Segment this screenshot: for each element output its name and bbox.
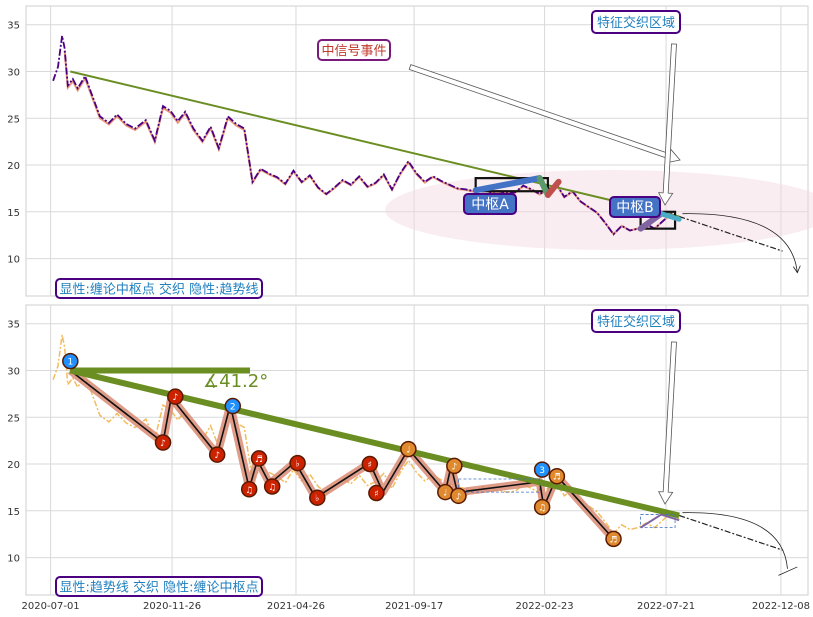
x-tick-label: 2021-04-26 [267, 601, 325, 612]
bottom-marker-label: ♯ [374, 490, 378, 500]
bottom-marker-label: ♬ [553, 473, 561, 483]
bottom-caption-label-text: 显性:趋势线 交织 隐性:缠论中枢点 [59, 580, 258, 596]
pivot-a-stroke-blue [472, 175, 543, 194]
bottom-marker-label: ♯ [368, 461, 372, 471]
bottom-marker [368, 484, 385, 502]
x-tick-label: 2022-07-21 [637, 601, 695, 612]
top-y-tick-label: 25 [7, 114, 20, 125]
bottom-marker-label: ♪ [214, 451, 220, 461]
bottom-marker [548, 467, 566, 485]
top-signal-event-label-box [317, 39, 391, 61]
bottom-marker-label: ♫ [538, 504, 546, 514]
bottom-projection-bar [778, 566, 798, 576]
x-tick-label: 2021-09-17 [385, 601, 443, 612]
bottom-marker-label: ♪ [172, 393, 178, 403]
top-y-ticks: 10 15 20 25 30 35 [7, 21, 20, 266]
x-ticks: 2020-07-01 2020-11-26 2021-04-26 2021-09-17… [22, 601, 810, 612]
bottom-pivot-box-b [640, 514, 676, 529]
bottom-marker [62, 352, 79, 370]
bottom-pivot-box-a [458, 478, 541, 493]
bottom-marker-label: ♫ [268, 483, 276, 493]
bottom-marker [263, 478, 281, 495]
bottom-marker-label: ♪ [451, 462, 457, 472]
top-signal-event-label-text: 中信号事件 [321, 44, 386, 59]
bottom-marker-label: ♩ [443, 489, 447, 499]
bottom-y-tick-label: 10 [7, 554, 20, 565]
bottom-marker [224, 397, 242, 415]
bottom-marker [167, 388, 184, 405]
bottom-marker [154, 434, 172, 451]
top-series [52, 35, 801, 274]
top-y-tick-label: 30 [7, 67, 20, 78]
top-y-tick-label: 10 [7, 255, 20, 266]
top-pivot-a-label-text: 中枢A [471, 197, 509, 213]
bottom-feature-zone-arrow [658, 341, 677, 505]
bottom-marker-label: 1 [67, 358, 73, 368]
bottom-angle-label: ∡41.2° [203, 371, 268, 392]
bottom-marker [446, 457, 463, 475]
x-tick-label: 2022-12-08 [752, 601, 810, 612]
bottom-marker [533, 461, 551, 478]
bottom-marker-label: ♩ [406, 446, 410, 456]
bottom-y-tick-label: 25 [7, 413, 20, 424]
bottom-marker [450, 487, 467, 505]
top-y-tick-label: 35 [7, 21, 20, 32]
top-feature-zone-label-text: 特征交织区域 [597, 15, 675, 31]
top-plot-frame [25, 5, 809, 297]
bottom-projection-arc [682, 512, 788, 569]
bottom-marker-label: ♭ [315, 494, 319, 504]
bottom-feature-zone-label-box [591, 309, 681, 333]
bottom-y-tick-label: 30 [7, 366, 20, 377]
bottom-panel: 10 15 20 25 30 35 1 2 3 ♪ ♪ ♪ ♫ ♬ ♫ ♭ ♭ ♯ ♯ ♩ ♩ ♪ ♪ ♫ ♬ ♬ ∡41.2°… [7, 304, 809, 597]
bottom-marker [208, 446, 226, 463]
bottom-series: 1 2 3 ♪ ♪ ♪ ♫ ♬ ♫ ♭ ♭ ♯ ♯ ♩ ♩ ♪ ♪ ♫ ♬ ♬ [52, 334, 798, 576]
top-y-tick-label: 20 [7, 161, 20, 172]
bottom-marker [309, 489, 326, 506]
bottom-marker [240, 481, 258, 498]
x-tick-label: 2022-02-23 [516, 601, 574, 612]
top-pivot-b-label-text: 中枢B [616, 200, 654, 216]
bottom-pivot-b-stroke [640, 513, 680, 529]
bottom-marker-label: ♪ [160, 439, 166, 449]
bottom-marker [400, 440, 417, 458]
bottom-marker [605, 530, 622, 548]
top-feature-zone-label-box [591, 10, 681, 34]
top-projection-arrowhead [793, 265, 801, 274]
pivot-box-a [474, 177, 549, 193]
top-caption-label-text: 显性:缠论中枢点 交织 隐性:趋势线 [59, 282, 258, 298]
top-pivot-b-label-box [609, 196, 661, 218]
bottom-marker-label: ♬ [255, 455, 263, 465]
bottom-caption-label-box [55, 576, 263, 597]
x-tick-label: 2020-07-01 [22, 601, 80, 612]
bottom-y-tick-label: 15 [7, 507, 20, 518]
bottom-y-ticks: 10 15 20 25 30 35 [7, 320, 20, 565]
bottom-marker [250, 450, 268, 467]
bottom-marker-label: 3 [539, 466, 545, 476]
bottom-marker-label: ♫ [245, 486, 253, 496]
bottom-marker-label: ♭ [295, 460, 299, 470]
top-caption-label-box [55, 278, 263, 299]
bottom-marker [289, 454, 306, 472]
bottom-marker-label: ♪ [456, 492, 462, 502]
bottom-marker [361, 455, 379, 473]
top-y-tick-label: 15 [7, 208, 20, 219]
bottom-marker [533, 498, 551, 516]
x-tick-label: 2020-11-26 [143, 601, 201, 612]
top-pivot-a-label-box [463, 193, 517, 215]
bottom-y-tick-label: 20 [7, 460, 20, 471]
bottom-feature-zone-label-text: 特征交织区域 [597, 314, 675, 330]
pivot-b-stroke-cyan [658, 211, 682, 222]
top-feature-zone-arrow [658, 43, 677, 206]
bottom-y-tick-label: 35 [7, 320, 20, 331]
pivot-a-stroke-red [544, 178, 562, 198]
bottom-marker-label: 2 [230, 403, 236, 413]
top-projection-arc [682, 213, 798, 273]
top-trend-line [70, 70, 680, 218]
bottom-marker-label: ♬ [609, 535, 617, 545]
